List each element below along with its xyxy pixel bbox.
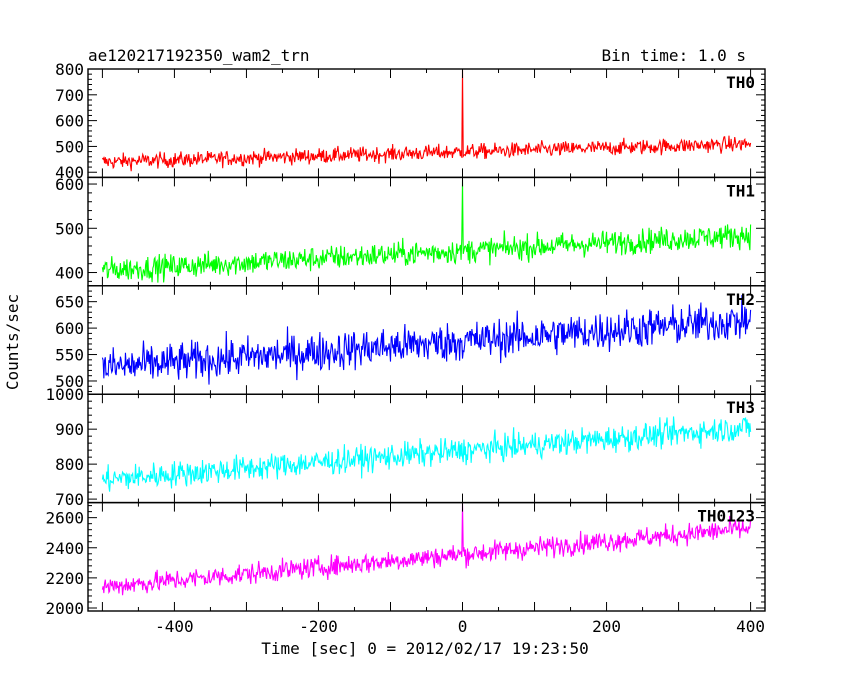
y-tick-label: 700 [55,86,84,105]
y-tick-label: 500 [55,137,84,156]
panel-label-th0123: TH0123 [697,507,755,526]
y-tick-label: 600 [55,175,84,194]
panel-th3: 700 800 900 1000 TH3 [45,385,766,509]
panel-frame-th2 [87,285,766,395]
y-axis-label: Counts/sec [3,294,22,390]
series-line-th2 [101,294,752,385]
panel-label-th3: TH3 [726,398,755,417]
y-tick-label: 1000 [45,385,84,404]
series-line-th1 [101,179,752,283]
bin-time-label: Bin time: 1.0 s [602,46,747,65]
y-tick-label: 2200 [45,569,84,588]
y-tick-label: 2400 [45,539,84,558]
panel-label-th1: TH1 [726,181,755,200]
y-tick-label: 2600 [45,509,84,528]
y-tick-label: 400 [55,163,84,182]
y-tick-label: 700 [55,490,84,509]
series-line-th0123 [101,502,752,596]
x-tick-label: 200 [592,617,621,636]
x-tick-label: 400 [736,617,765,636]
y-tick-label: 2000 [45,599,84,618]
panel-label-th2: TH2 [726,290,755,309]
panels-group: 400 500 600 700 800 TH0 400 500 600 TH1 500 550 600 6… [45,60,766,618]
x-tick-label: -200 [299,617,338,636]
panel-th1: 400 500 600 TH1 [55,175,766,287]
x-tick-label: -400 [155,617,194,636]
series-line-th0 [101,69,752,172]
panel-th0: 400 500 600 700 800 TH0 [55,60,766,182]
panel-th2: 500 550 600 650 TH2 [55,285,766,395]
y-tick-label: 900 [55,420,84,439]
y-tick-label: 800 [55,455,84,474]
y-tick-label: 800 [55,60,84,79]
y-tick-label: 650 [55,293,84,312]
panel-label-th0: TH0 [726,73,755,92]
x-tick-label: 0 [458,617,468,636]
y-tick-label: 500 [55,219,84,238]
chart-title: ae120217192350_wam2_trn [88,46,310,65]
series-line-th3 [101,416,752,492]
x-axis-label: Time [sec] 0 = 2012/02/17 19:23:50 [261,639,589,658]
y-tick-label: 600 [55,112,84,131]
y-tick-label: 500 [55,372,84,391]
y-tick-label: 400 [55,264,84,283]
y-tick-label: 600 [55,319,84,338]
panel-th0123: 2000 2200 2400 2600 TH0123 [45,501,766,618]
x-axis: -400 -200 0 200 400 [155,617,765,636]
y-tick-label: 550 [55,346,84,365]
